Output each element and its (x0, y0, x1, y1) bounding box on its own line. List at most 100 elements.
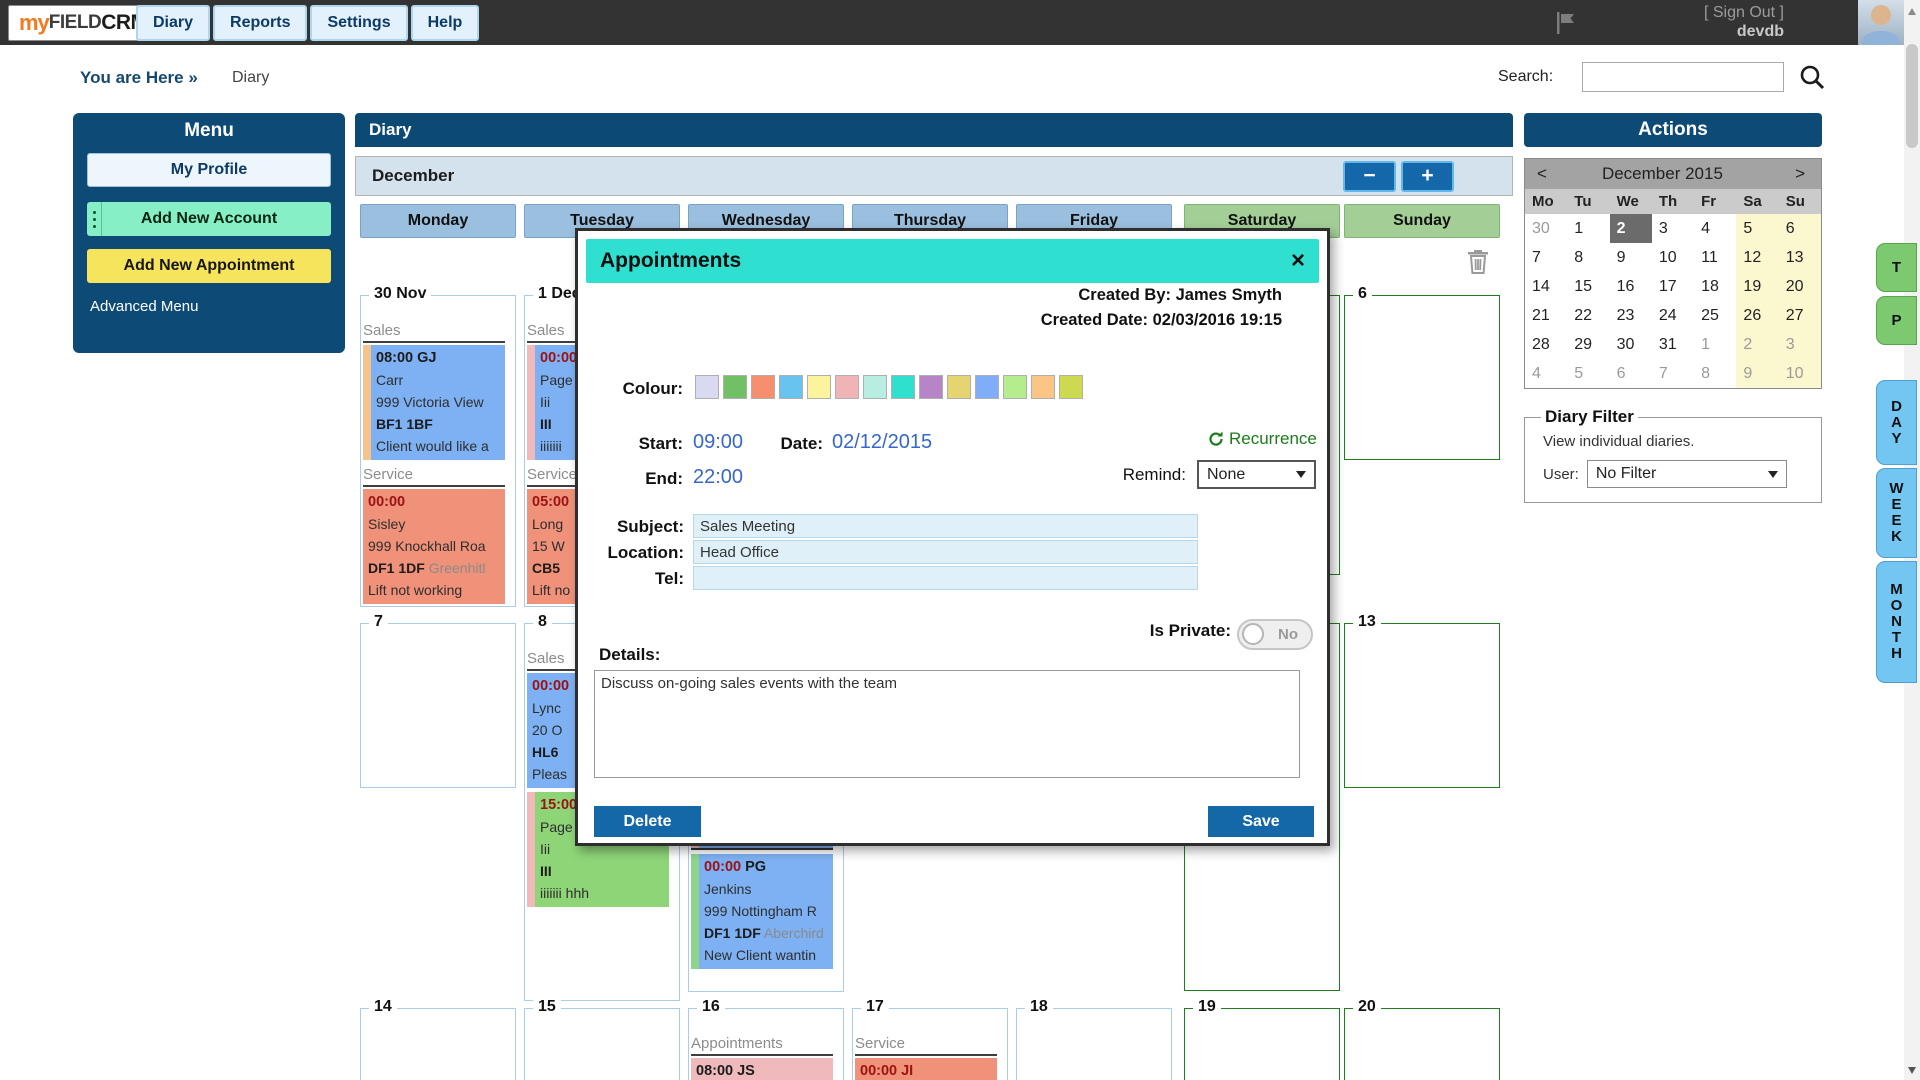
colour-swatch-13[interactable] (1059, 375, 1083, 399)
minical-date[interactable]: 2 (1609, 214, 1652, 243)
day-cell-17[interactable]: 17 Service 00:00 JI (852, 998, 1008, 1080)
minical-date[interactable]: 15 (1574, 278, 1593, 295)
zoom-out-button[interactable]: − (1343, 161, 1396, 192)
drag-grip-icon[interactable] (87, 202, 102, 236)
colour-swatch-4[interactable] (807, 375, 831, 399)
advanced-menu-link[interactable]: Advanced Menu (90, 298, 199, 315)
is-private-toggle[interactable]: No (1237, 619, 1313, 650)
minical-date[interactable]: 16 (1616, 278, 1635, 295)
day-cell-15[interactable]: 15 (524, 998, 680, 1080)
colour-swatch-10[interactable] (975, 375, 999, 399)
day-cell-13[interactable]: 13 (1344, 613, 1500, 788)
tab-day-view[interactable]: DAY (1876, 380, 1917, 465)
day-cell-20[interactable]: 20 (1344, 998, 1500, 1080)
scroll-down-icon[interactable] (1908, 1067, 1916, 1074)
sign-out-link[interactable]: [ Sign Out ] (1703, 4, 1784, 21)
minical-date[interactable]: 5 (1736, 214, 1779, 243)
minical-date[interactable]: 18 (1701, 278, 1719, 295)
minical-date[interactable]: 2 (1736, 330, 1779, 359)
details-textarea[interactable]: Discuss on-going sales events with the t… (594, 670, 1300, 778)
nav-diary[interactable]: Diary (136, 5, 211, 41)
minical-date[interactable]: 31 (1658, 336, 1677, 353)
minical-date[interactable]: 8 (1701, 365, 1711, 382)
user-filter-select[interactable]: No Filter (1586, 460, 1787, 488)
scrollbar-thumb[interactable] (1906, 44, 1918, 148)
day-cell-30-nov[interactable]: 30 Nov Sales 08:00 GJ Carr 999 Victoria … (360, 285, 516, 607)
colour-swatch-5[interactable] (835, 375, 859, 399)
modal-header[interactable]: Appointments × (586, 239, 1319, 283)
next-month-arrow[interactable]: > (1795, 164, 1805, 183)
minical-date[interactable]: 1 (1574, 220, 1584, 237)
minical-date[interactable]: 10 (1778, 359, 1821, 388)
user-avatar[interactable] (1858, 0, 1904, 45)
nav-reports[interactable]: Reports (213, 5, 308, 41)
day-cell-6[interactable]: 6 (1344, 285, 1500, 460)
minical-date[interactable]: 20 (1778, 272, 1821, 301)
minical-date[interactable]: 27 (1778, 301, 1821, 330)
remind-select[interactable]: None (1197, 460, 1316, 489)
day-cell-14[interactable]: 14 (360, 998, 516, 1080)
minical-date[interactable]: 19 (1736, 272, 1779, 301)
minical-date[interactable]: 11 (1701, 249, 1718, 266)
colour-swatch-1[interactable] (723, 375, 747, 399)
minical-date[interactable]: 28 (1532, 336, 1550, 353)
date-value[interactable]: 02/12/2015 (832, 431, 933, 453)
minical-date[interactable]: 6 (1616, 365, 1626, 382)
minical-date[interactable]: 3 (1778, 330, 1821, 359)
my-profile-button[interactable]: My Profile (87, 153, 331, 187)
subject-input[interactable] (693, 514, 1198, 538)
colour-swatch-0[interactable] (695, 375, 719, 399)
colour-swatch-12[interactable] (1031, 375, 1055, 399)
colour-swatch-11[interactable] (1003, 375, 1027, 399)
flag-icon[interactable] (1552, 10, 1578, 41)
add-new-appointment-button[interactable]: Add New Appointment (87, 249, 331, 283)
minical-date[interactable]: 22 (1574, 307, 1593, 324)
tab-p[interactable]: P (1876, 296, 1917, 345)
prev-month-arrow[interactable]: < (1537, 164, 1547, 183)
minical-date[interactable]: 17 (1658, 278, 1677, 295)
appointment-card[interactable]: 08:00 JS (691, 1058, 833, 1080)
appointment-card[interactable]: 00:00 Sisley 999 Knockhall Roa DF1 1DF G… (363, 489, 505, 604)
close-icon[interactable]: × (1290, 247, 1305, 274)
minical-date[interactable]: 6 (1778, 214, 1821, 243)
colour-swatch-7[interactable] (891, 375, 915, 399)
minical-date[interactable]: 7 (1532, 249, 1541, 266)
start-time-value[interactable]: 09:00 (693, 431, 744, 453)
tab-week-view[interactable]: WEEK (1876, 468, 1917, 558)
tab-month-view[interactable]: MONTH (1876, 561, 1917, 683)
save-button[interactable]: Save (1208, 806, 1314, 837)
minical-date[interactable]: 3 (1658, 220, 1668, 237)
zoom-in-button[interactable]: + (1401, 161, 1454, 192)
location-input[interactable] (693, 540, 1198, 564)
minical-date[interactable]: 25 (1701, 307, 1719, 324)
colour-swatch-6[interactable] (863, 375, 887, 399)
day-cell-7[interactable]: 7 (360, 613, 516, 788)
minical-date[interactable]: 10 (1658, 249, 1677, 266)
search-input[interactable] (1582, 62, 1784, 92)
minical-date[interactable]: 4 (1532, 365, 1541, 382)
colour-swatch-3[interactable] (779, 375, 803, 399)
minical-date[interactable]: 30 (1616, 336, 1635, 353)
tel-input[interactable] (693, 566, 1198, 590)
minical-date[interactable]: 13 (1778, 243, 1821, 272)
nav-help[interactable]: Help (410, 5, 480, 41)
end-time-value[interactable]: 22:00 (693, 466, 744, 488)
colour-swatch-9[interactable] (947, 375, 971, 399)
colour-swatch-2[interactable] (751, 375, 775, 399)
minical-date[interactable]: 4 (1701, 220, 1711, 237)
day-cell-16[interactable]: 16 Appointments 08:00 JS (688, 998, 844, 1080)
minical-date[interactable]: 1 (1701, 336, 1711, 353)
minical-date[interactable]: 30 (1532, 220, 1550, 237)
tab-t[interactable]: T (1876, 243, 1917, 292)
minical-date[interactable]: 8 (1574, 249, 1584, 266)
minical-date[interactable]: 7 (1658, 365, 1668, 382)
day-cell-18[interactable]: 18 (1016, 998, 1172, 1080)
scroll-up-icon[interactable] (1908, 8, 1916, 15)
minical-date[interactable]: 23 (1616, 307, 1635, 324)
appointment-card[interactable]: 08:00 GJ Carr 999 Victoria View BF1 1BF … (363, 345, 505, 460)
appointment-card[interactable]: 00:00 JI (855, 1058, 997, 1080)
minical-date[interactable]: 26 (1736, 301, 1779, 330)
recurrence-link[interactable]: Recurrence (1208, 429, 1317, 449)
add-new-account-button[interactable]: Add New Account (87, 202, 331, 236)
minical-date[interactable]: 29 (1574, 336, 1593, 353)
